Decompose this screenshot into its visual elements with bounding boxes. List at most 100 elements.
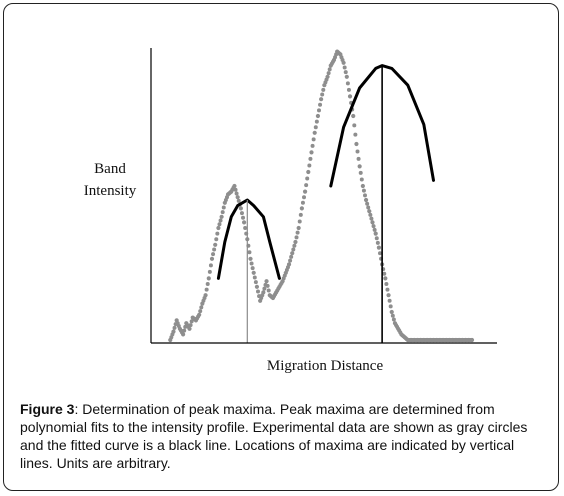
data-point: [372, 227, 377, 232]
data-point: [347, 94, 353, 99]
data-point: [241, 215, 246, 220]
data-point: [204, 287, 209, 292]
data-point: [293, 239, 298, 245]
data-point: [382, 271, 387, 276]
data-point: [302, 189, 308, 194]
data-point: [327, 67, 332, 72]
data-point: [304, 183, 309, 188]
data-point: [319, 97, 324, 102]
figure-caption: Figure 3: Determination of peak maxima. …: [20, 400, 547, 472]
data-point: [356, 156, 361, 161]
data-point: [264, 279, 269, 284]
data-point: [288, 258, 293, 263]
figure-frame: [3, 3, 559, 491]
data-point: [312, 130, 317, 135]
data-point: [208, 263, 213, 268]
data-point: [390, 313, 395, 318]
data-point: [357, 164, 362, 169]
data-point: [207, 269, 212, 274]
data-point: [299, 206, 304, 211]
data-point: [217, 222, 222, 227]
data-point: [359, 177, 364, 182]
caption-label: Figure 3: [20, 401, 75, 417]
data-point: [370, 220, 375, 225]
data-point: [253, 280, 258, 285]
data-point: [341, 60, 346, 65]
data-point: [203, 293, 208, 298]
data-point: [469, 337, 475, 343]
data-point: [290, 251, 295, 256]
data-point: [292, 243, 297, 248]
data-point: [376, 245, 382, 250]
data-point: [247, 250, 252, 255]
data-point: [214, 237, 219, 242]
data-point: [215, 231, 220, 236]
data-point: [363, 193, 367, 198]
data-point: [236, 198, 241, 203]
data-point: [388, 304, 393, 309]
data-point: [343, 70, 348, 75]
data-point: [289, 254, 294, 259]
data-point: [250, 266, 255, 271]
data-point: [181, 332, 186, 337]
data-point: [305, 176, 310, 181]
data-point: [172, 325, 177, 330]
data-point: [171, 329, 176, 334]
data-point: [363, 197, 369, 203]
data-point: [221, 205, 226, 210]
data-point: [385, 287, 390, 292]
data-point: [383, 276, 388, 281]
data-point: [315, 113, 321, 119]
data-point: [375, 240, 380, 245]
data-point: [261, 290, 266, 295]
data-point: [251, 270, 256, 275]
data-point: [386, 293, 391, 298]
data-point: [374, 236, 379, 241]
caption-text: : Determination of peak maxima. Peak max…: [20, 401, 528, 471]
data-point: [197, 312, 202, 317]
data-point: [266, 288, 271, 293]
data-point: [248, 256, 253, 261]
data-point: [302, 195, 307, 200]
data-point: [384, 282, 389, 286]
data-point: [371, 224, 376, 229]
data-point: [321, 87, 326, 92]
fitted-curves-layer: [216, 64, 435, 280]
data-point: [286, 262, 292, 267]
data-point: [318, 102, 323, 107]
data-point: [187, 326, 192, 331]
data-point: [313, 125, 318, 130]
data-point: [326, 71, 331, 76]
data-point: [235, 195, 240, 200]
data-point: [298, 212, 303, 217]
data-point: [291, 247, 296, 252]
data-point: [351, 113, 356, 119]
data-point: [377, 251, 382, 256]
data-point: [354, 141, 359, 147]
data-point: [262, 286, 267, 291]
data-point: [254, 284, 260, 289]
data-point: [256, 289, 260, 294]
data-point: [325, 74, 330, 79]
data-point: [360, 183, 365, 189]
data-point: [320, 92, 325, 97]
data-point: [346, 87, 351, 92]
data-point: [188, 323, 193, 328]
data-point: [238, 206, 243, 211]
data-point: [300, 200, 305, 205]
data-point: [367, 209, 372, 214]
data-point: [211, 252, 216, 257]
data-point: [265, 283, 270, 288]
data-point: [216, 225, 221, 231]
data-point: [353, 132, 358, 137]
data-point: [241, 220, 247, 225]
data-point: [198, 309, 203, 314]
data-point: [213, 242, 218, 247]
data-point: [387, 298, 392, 303]
data-point: [234, 191, 239, 196]
data-point: [358, 170, 363, 175]
data-point: [306, 169, 311, 175]
data-point: [209, 256, 215, 261]
data-point: [309, 150, 314, 155]
